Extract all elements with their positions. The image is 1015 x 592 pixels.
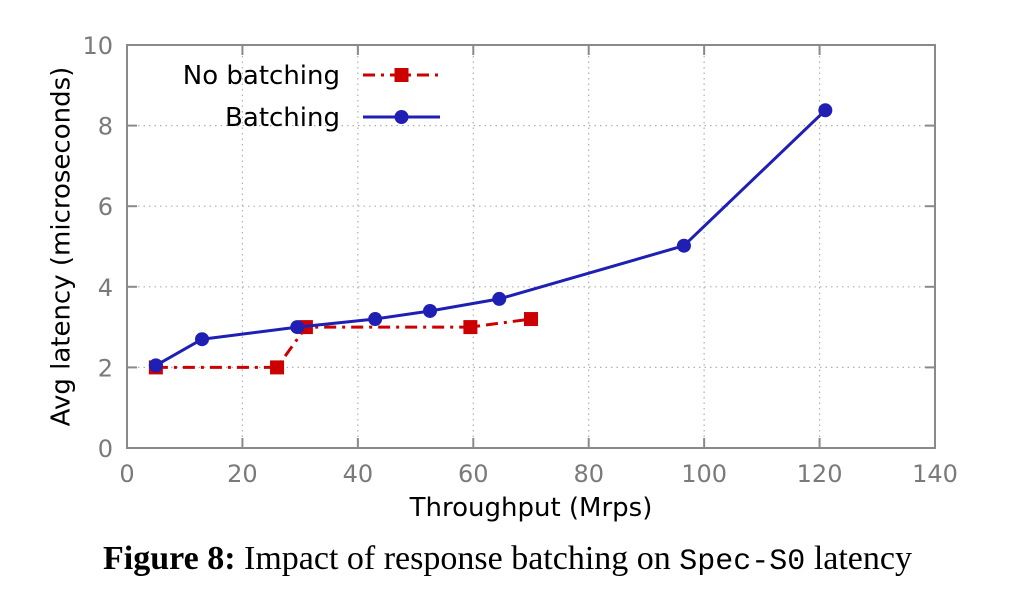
- legend-entry: No batching: [183, 61, 440, 91]
- caption-lead: Figure 8:: [103, 540, 236, 577]
- data-point: [195, 332, 210, 347]
- caption-text-before: Impact of response batching on: [235, 540, 680, 577]
- axis-ticks: 0 20 40 60 80 100 120 140 0 2 4 6 8 10: [82, 32, 957, 488]
- legend-entry: Batching: [225, 103, 440, 133]
- data-point: [148, 358, 163, 373]
- x-tick-label: 120: [797, 460, 843, 488]
- caption-text-after: latency: [805, 540, 912, 577]
- data-point: [463, 320, 478, 335]
- series-layer: [148, 103, 833, 375]
- legend-marker: [394, 110, 409, 124]
- x-tick-label: 40: [343, 460, 374, 488]
- data-point: [676, 238, 691, 253]
- data-point: [290, 320, 305, 335]
- x-tick-label: 0: [119, 460, 134, 488]
- legend-marker: [394, 68, 409, 82]
- x-tick-label: 60: [458, 460, 489, 488]
- data-point: [270, 360, 285, 375]
- figure-caption: Figure 8: Impact of response batching on…: [0, 540, 1015, 579]
- x-axis-label: Throughput (Mrps): [409, 493, 653, 523]
- series-1: [148, 103, 833, 373]
- data-point: [368, 312, 383, 327]
- y-tick-label: 2: [98, 354, 113, 382]
- latency-chart: 0 20 40 60 80 100 120 140 0 2 4 6 8 10 No batching Bat…: [47, 32, 958, 523]
- x-tick-label: 140: [912, 460, 958, 488]
- data-point: [524, 312, 538, 327]
- plot-frame: [126, 44, 936, 449]
- y-axis-label: Avg latency (microseconds): [47, 67, 77, 427]
- x-tick-label: 100: [681, 460, 727, 488]
- legend-label: No batching: [183, 61, 340, 91]
- y-tick-label: 4: [98, 274, 113, 302]
- x-tick-label: 80: [573, 460, 604, 488]
- data-point: [492, 291, 507, 306]
- y-tick-label: 0: [98, 435, 113, 463]
- y-tick-label: 8: [98, 113, 113, 141]
- legend: No batching Batching: [183, 61, 440, 133]
- y-tick-label: 10: [82, 32, 113, 60]
- x-tick-label: 20: [227, 460, 258, 488]
- data-point: [818, 103, 833, 118]
- y-tick-label: 6: [98, 193, 113, 221]
- legend-label: Batching: [225, 103, 340, 133]
- data-point: [423, 303, 437, 318]
- series-line: [155, 109, 827, 367]
- caption-code: Spec-S0: [679, 545, 806, 579]
